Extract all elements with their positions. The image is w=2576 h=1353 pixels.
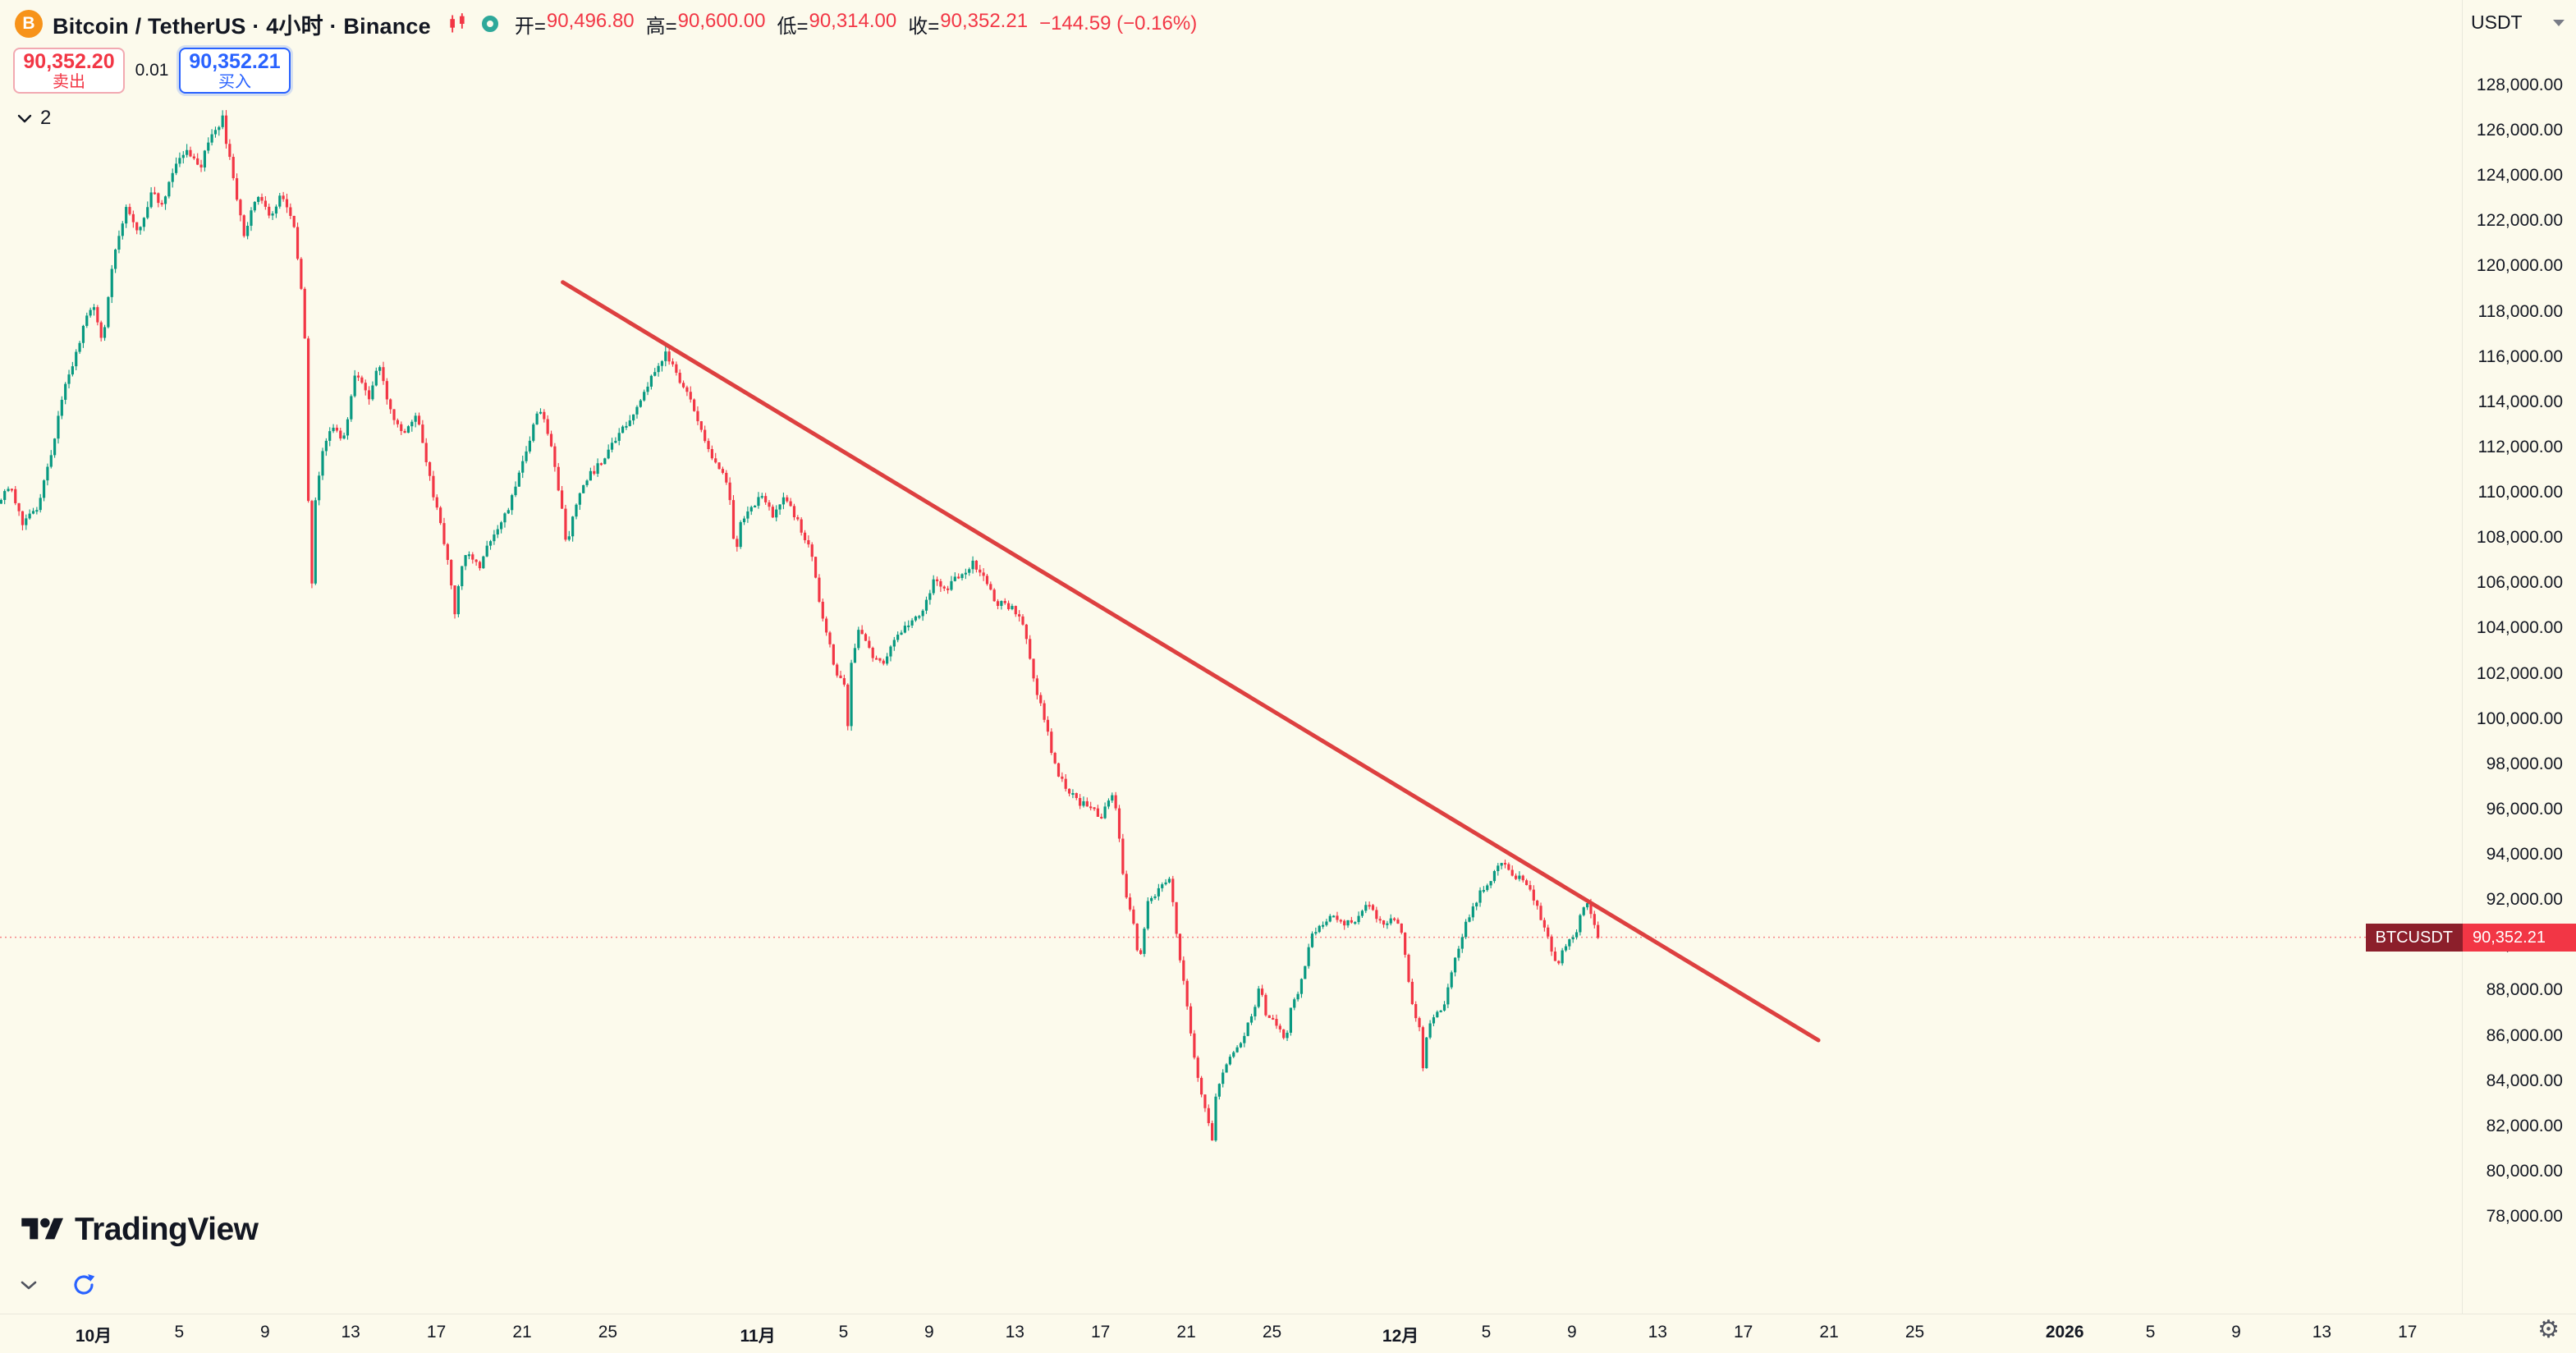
time-tick: 21: [512, 1323, 532, 1342]
close-label: 收=: [908, 15, 940, 38]
price-axis-separator: [2462, 0, 2463, 1314]
price-tick: 88,000.00: [2486, 980, 2563, 1000]
price-tick: 84,000.00: [2486, 1071, 2563, 1090]
time-tick: 9: [259, 1323, 270, 1342]
time-tick: 9: [2231, 1323, 2241, 1342]
price-tick: 108,000.00: [2476, 528, 2563, 548]
object-tree-toggle[interactable]: 2: [16, 107, 51, 130]
chart-header: B Bitcoin / TetherUS · 4小时 · Binance 开= 9…: [0, 0, 2446, 48]
price-tick: 102,000.00: [2476, 663, 2563, 683]
price-tick: 118,000.00: [2477, 301, 2563, 321]
price-tick: 104,000.00: [2476, 618, 2563, 638]
time-tick: 13: [2312, 1323, 2332, 1342]
candles-layer: [0, 110, 1600, 1142]
market-status-icon[interactable]: [481, 16, 498, 32]
price-tick: 106,000.00: [2476, 573, 2563, 593]
time-tick: 5: [838, 1323, 849, 1342]
sell-button[interactable]: 90,352.20 卖出: [13, 48, 125, 94]
price-tick: 126,000.00: [2476, 121, 2563, 140]
currency-selector[interactable]: USDT: [2468, 11, 2569, 34]
time-tick: 9: [924, 1323, 934, 1342]
time-tick: 25: [1904, 1323, 1925, 1342]
order-panel: 90,352.20 卖出 0.01 90,352.21 买入: [13, 48, 291, 94]
low-label: 低=: [777, 15, 809, 38]
last-price-value: 90,352.21: [2463, 923, 2576, 952]
time-tick: 13: [1005, 1323, 1024, 1342]
time-tick: 21: [1176, 1323, 1196, 1342]
price-tick: 80,000.00: [2486, 1161, 2563, 1181]
price-axis[interactable]: 128,000.00 126,000.00 124,000.00 122,000.00…: [2463, 0, 2576, 1314]
time-tick: 25: [1262, 1323, 1282, 1342]
chevron-down-icon: [17, 114, 32, 123]
open-value: 90,496.80: [546, 9, 635, 32]
pane-collapse-button[interactable]: [10, 1271, 48, 1299]
buy-label: 买入: [218, 73, 251, 91]
refresh-icon: [74, 1274, 95, 1295]
price-tick: 96,000.00: [2486, 799, 2563, 819]
close-value: 90,352.21: [940, 9, 1029, 32]
tradingview-logo-icon: [21, 1218, 63, 1240]
time-tick: 13: [1648, 1323, 1667, 1342]
time-tick: 9: [1567, 1323, 1577, 1342]
time-tick: 12月: [1382, 1327, 1419, 1346]
price-tick: 128,000.00: [2476, 76, 2563, 94]
buy-button[interactable]: 90,352.21 买入: [179, 48, 291, 94]
price-tick: 92,000.00: [2486, 890, 2563, 910]
price-tick: 98,000.00: [2486, 754, 2563, 773]
candle-style-icon[interactable]: [446, 12, 469, 35]
time-tick: 17: [1091, 1323, 1111, 1342]
change-value: −144.59 (−0.16%): [1039, 12, 1198, 34]
currency-label: USDT: [2471, 11, 2523, 33]
time-tick: 2026: [2045, 1323, 2084, 1342]
time-tick: 17: [426, 1323, 447, 1342]
price-tick: 100,000.00: [2476, 709, 2563, 728]
object-count: 2: [40, 107, 52, 129]
time-tick: 21: [1819, 1323, 1839, 1342]
price-tick: 94,000.00: [2486, 845, 2563, 865]
time-tick: 5: [174, 1323, 185, 1342]
time-tick: 5: [1481, 1323, 1492, 1342]
time-tick: 17: [1734, 1323, 1753, 1342]
price-tick: 114,000.00: [2477, 392, 2563, 411]
symbol-title[interactable]: Bitcoin / TetherUS · 4小时 · Binance: [53, 13, 431, 39]
price-tick: 120,000.00: [2476, 256, 2563, 276]
low-value: 90,314.00: [809, 9, 897, 32]
time-tick: 17: [2398, 1323, 2418, 1342]
last-price-symbol: BTCUSDT: [2365, 923, 2463, 952]
tradingview-watermark: TradingView: [21, 1212, 259, 1248]
price-tick: 82,000.00: [2486, 1116, 2563, 1135]
time-tick: 25: [598, 1323, 618, 1342]
open-label: 开=: [514, 15, 546, 38]
time-tick: 11月: [740, 1327, 776, 1346]
bitcoin-logo-icon[interactable]: B: [15, 10, 43, 38]
price-tick: 112,000.00: [2477, 437, 2563, 456]
price-tick: 122,000.00: [2476, 211, 2563, 231]
time-tick: 13: [341, 1323, 360, 1342]
chevron-down-icon: [21, 1281, 37, 1290]
price-tick: 116,000.00: [2477, 346, 2563, 366]
price-tick: 124,000.00: [2476, 166, 2563, 186]
spread-value: 0.01: [135, 61, 169, 80]
sell-label: 卖出: [53, 73, 85, 91]
price-tick: 86,000.00: [2486, 1025, 2563, 1045]
last-price-tag: BTCUSDT 90,352.21: [2365, 923, 2576, 952]
ohlc-readout: 开= 90,496.80 高= 90,600.00 低= 90,314.00 收= 90…: [515, 10, 1197, 39]
time-axis[interactable]: 10月 5 9 13 17 21 25 11月 5 9 13 17 21 25 12月 5 9 13 17 21 25 2…: [0, 1314, 2576, 1353]
trend-line[interactable]: [561, 280, 1821, 1043]
time-tick: 10月: [75, 1327, 112, 1346]
time-tick: 5: [2145, 1323, 2156, 1342]
sell-price: 90,352.20: [23, 50, 115, 73]
buy-price: 90,352.21: [189, 50, 281, 73]
high-value: 90,600.00: [677, 9, 766, 32]
gear-icon[interactable]: ⚙: [2537, 1315, 2560, 1344]
tradingview-brand-text: TradingView: [75, 1212, 259, 1247]
refresh-button[interactable]: [69, 1271, 99, 1299]
price-tick: 110,000.00: [2477, 483, 2563, 502]
high-label: 高=: [645, 15, 677, 38]
chevron-down-icon: [2553, 19, 2565, 26]
price-tick: 78,000.00: [2486, 1207, 2563, 1226]
